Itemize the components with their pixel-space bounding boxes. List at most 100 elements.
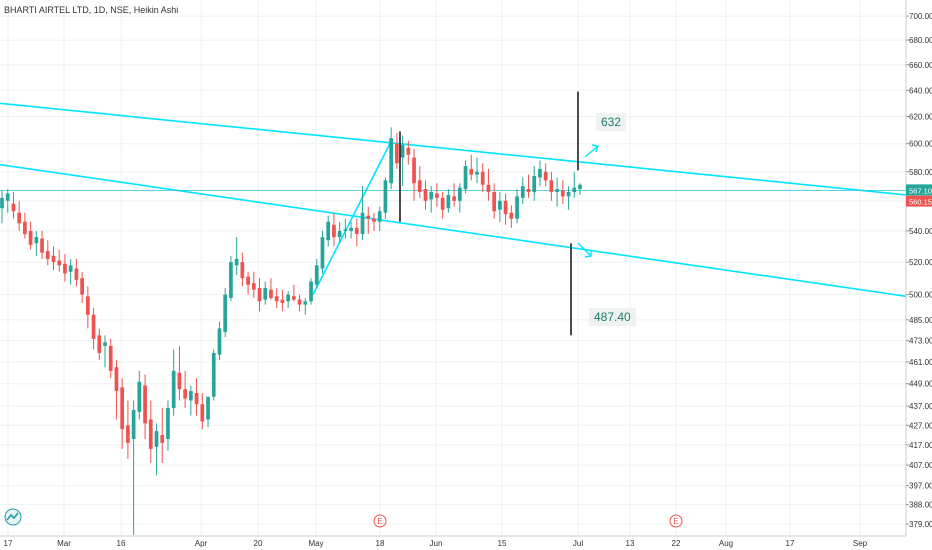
candle-body <box>417 180 422 192</box>
time-tick-label: 20 <box>254 539 263 548</box>
tradingview-logo[interactable] <box>4 508 22 526</box>
candle-body <box>480 171 485 185</box>
candle-body <box>40 238 44 253</box>
candle <box>457 183 462 213</box>
price-axis-bg <box>906 0 932 550</box>
candle-body <box>171 370 176 409</box>
candle <box>206 396 210 428</box>
candle-body <box>11 203 16 212</box>
price-tick-label: 540.00 <box>909 227 932 236</box>
candle <box>5 189 10 213</box>
candle <box>360 186 365 241</box>
candle <box>395 132 399 169</box>
candle <box>194 378 199 416</box>
candle-body <box>63 263 67 274</box>
candle-body <box>538 168 542 178</box>
candle <box>492 183 497 219</box>
candle <box>337 221 342 244</box>
candle-body <box>234 258 239 266</box>
event-marker-circle <box>669 514 683 528</box>
channel-lower-line[interactable] <box>0 163 907 298</box>
candle <box>463 160 468 194</box>
time-tick-label: 13 <box>626 539 635 548</box>
time-tick-label: Jul <box>573 539 583 548</box>
candle-body <box>320 237 325 269</box>
event-marker-label: E <box>673 517 678 526</box>
trend-channel[interactable] <box>0 102 907 298</box>
price-tick-label: 660.00 <box>909 61 932 70</box>
candle-body <box>389 138 394 184</box>
time-axis[interactable]: 17 Mar 16 Apr 20 May 18 Jun 15 Jul 13 22 Aug 17 Sep <box>0 535 906 548</box>
event-marker[interactable]: E <box>669 514 683 528</box>
candle-body <box>549 180 554 192</box>
candle-body <box>114 367 119 392</box>
candle-body <box>97 335 102 353</box>
price-tick-label: 407.00 <box>909 461 932 470</box>
time-tick-label: 17 <box>786 539 795 548</box>
candle <box>17 200 22 231</box>
candle <box>320 230 325 274</box>
candle-body <box>343 229 348 231</box>
candle-body <box>543 171 548 181</box>
candle-body <box>51 255 56 263</box>
price-tick-label: 427.00 <box>909 421 932 430</box>
candle <box>280 289 285 312</box>
time-tick-label: 16 <box>117 539 126 548</box>
candle <box>332 212 336 247</box>
candle-body <box>532 176 537 192</box>
candle-body <box>515 196 519 219</box>
candle <box>234 237 239 275</box>
candle <box>549 171 554 201</box>
candle <box>429 186 434 213</box>
candle <box>251 271 256 298</box>
candle <box>40 230 44 259</box>
candle <box>28 221 33 250</box>
candle <box>143 374 147 439</box>
candle-body <box>469 168 474 175</box>
candle-body <box>423 189 428 201</box>
event-marker[interactable]: E <box>373 514 387 528</box>
candle-body <box>429 191 434 200</box>
channel-upper-line[interactable] <box>0 102 907 196</box>
candle <box>57 249 62 272</box>
candles <box>0 127 582 535</box>
candle <box>223 288 228 338</box>
candle <box>74 258 79 287</box>
candle <box>572 171 577 198</box>
arrow-down-icon <box>577 242 592 258</box>
candle-body <box>154 431 159 447</box>
candle <box>85 286 90 329</box>
candle <box>114 360 119 420</box>
price-tick-label: 417.00 <box>909 441 932 450</box>
candle-body <box>412 157 416 184</box>
candle <box>183 370 187 409</box>
candle-body <box>28 230 33 245</box>
candle <box>286 291 290 308</box>
candle <box>412 149 416 201</box>
candle-body <box>166 408 170 439</box>
candle-body <box>354 227 359 234</box>
candle-body <box>372 218 376 222</box>
price-axis[interactable]: 700.00 680.00 660.00 640.00 620.00 600.00 580.… <box>905 0 932 550</box>
price-tick-label: 500.00 <box>909 291 932 300</box>
candle-body <box>446 194 451 209</box>
candle <box>269 278 273 300</box>
candle <box>188 385 193 416</box>
candle-body <box>360 212 365 234</box>
candle-body <box>17 212 22 224</box>
candle <box>166 400 170 451</box>
candle-body <box>45 251 50 259</box>
candle <box>486 168 491 201</box>
time-tick-label: Sep <box>853 539 868 548</box>
flagpole-line[interactable] <box>312 139 393 295</box>
candle <box>383 177 388 219</box>
candle-body <box>200 404 205 422</box>
candle <box>137 370 142 420</box>
candle-body <box>217 328 222 355</box>
price-tick-label: 397.00 <box>909 482 932 491</box>
candle-body <box>120 387 125 430</box>
candle <box>63 254 67 282</box>
